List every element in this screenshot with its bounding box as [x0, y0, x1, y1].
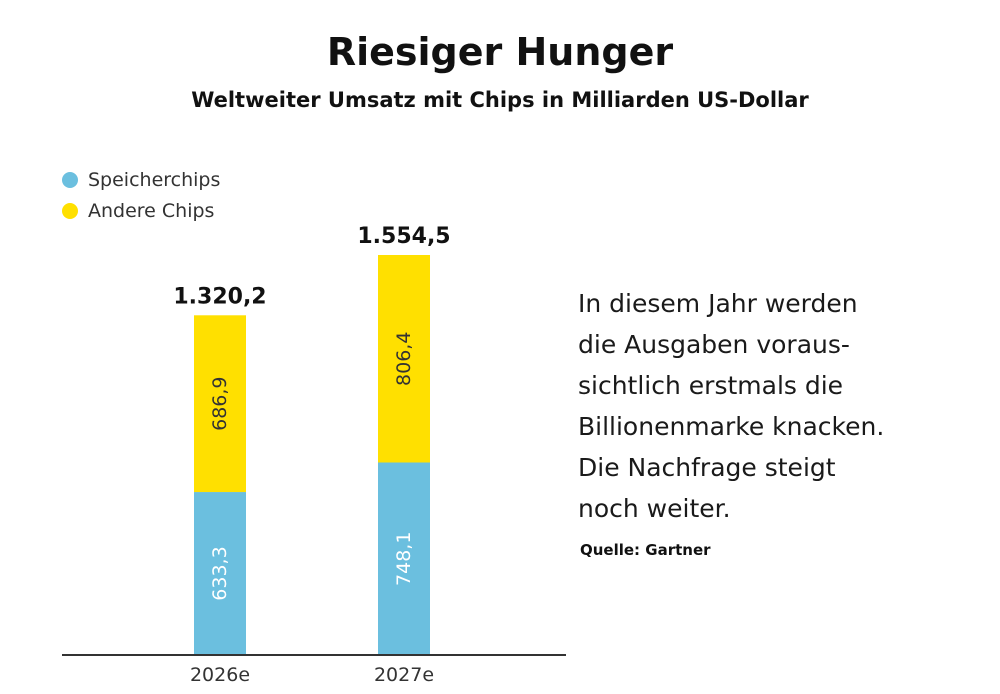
x-tick-label: 2026e [190, 664, 250, 686]
bar-value-label: 806,4 [393, 332, 415, 386]
annotation-line: sichtlich erstmals die [578, 371, 843, 400]
bar-value-label: 633,3 [209, 546, 231, 600]
source-note: Quelle: Gartner [580, 541, 711, 559]
annotation-line: In diesem Jahr werden [578, 289, 858, 318]
annotation-line: Billionenmarke knacken. [578, 412, 884, 441]
bar-value-label: 748,1 [393, 532, 415, 586]
stacked-bar-chart: 633,3 686,9 1.320,2 2026e 748,1 806,4 1.554,5 2… [0, 0, 600, 694]
bar-total-label: 1.320,2 [173, 284, 266, 309]
bar-total-label: 1.554,5 [357, 224, 450, 249]
annotation-text: In diesem Jahr werden die Ausgaben vorau… [578, 283, 978, 529]
annotation-line: Die Nachfrage steigt [578, 453, 836, 482]
x-tick-label: 2027e [374, 664, 434, 686]
annotation-line: noch weiter. [578, 494, 731, 523]
bar-value-label: 686,9 [209, 376, 231, 430]
annotation-line: die Ausgaben voraus- [578, 330, 850, 359]
